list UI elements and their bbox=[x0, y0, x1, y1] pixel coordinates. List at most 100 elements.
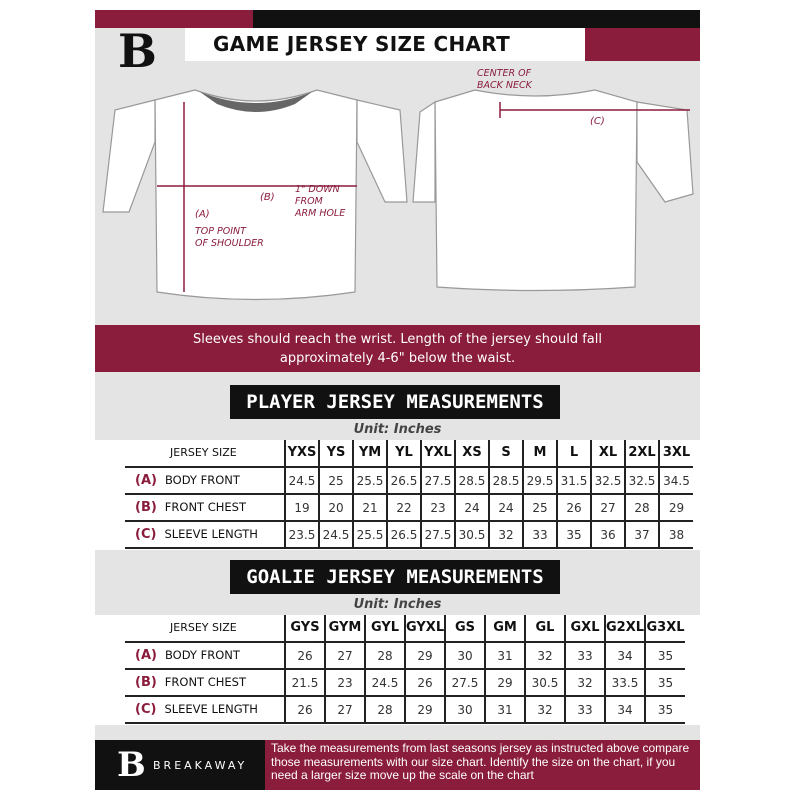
footer-instructions: Take the measurements from last seasons … bbox=[265, 740, 700, 790]
table-cell: 24.5 bbox=[284, 467, 319, 495]
size-header: GYXL bbox=[404, 615, 445, 643]
table-cell: 24 bbox=[488, 494, 523, 522]
table-cell: 34 bbox=[604, 696, 645, 724]
measurement-code: (C) bbox=[135, 702, 157, 717]
size-header-row: JERSEY SIZE GYS GYM GYL GYXL GS GM GL GXL G2XL G3X… bbox=[125, 615, 685, 643]
table-cell: 36 bbox=[590, 521, 625, 549]
goalie-heading: GOALIE JERSEY MEASUREMENTS bbox=[230, 560, 560, 594]
table-cell: 29 bbox=[658, 494, 693, 522]
table-cell: 32 bbox=[524, 696, 565, 724]
measurement-name: SLEEVE LENGTH bbox=[164, 527, 258, 541]
note-neck-1: CENTER OF bbox=[477, 68, 532, 79]
goalie-table-wrap: JERSEY SIZE GYS GYM GYL GYXL GS GM GL GXL G2XL G3X… bbox=[95, 615, 700, 725]
table-cell: 33.5 bbox=[604, 669, 645, 697]
size-header: YL bbox=[386, 440, 421, 468]
table-cell: 30 bbox=[444, 642, 485, 670]
note-armhole-3: ARM HOLE bbox=[294, 208, 345, 219]
table-cell: 28.5 bbox=[488, 467, 523, 495]
table-cell: 19 bbox=[284, 494, 319, 522]
player-heading: PLAYER JERSEY MEASUREMENTS bbox=[230, 385, 560, 419]
table-cell: 33 bbox=[522, 521, 557, 549]
table-cell: 29 bbox=[484, 669, 525, 697]
brand-logo: B bbox=[118, 24, 157, 78]
size-header: M bbox=[522, 440, 557, 468]
size-header-row: JERSEY SIZE YXS YS YM YL YXL XS S M L XL 2XL 3XL bbox=[125, 440, 693, 468]
table-cell: 26 bbox=[404, 669, 445, 697]
page-title: GAME JERSEY SIZE CHART bbox=[185, 28, 585, 61]
table-cell: 32.5 bbox=[590, 467, 625, 495]
measurement-code: (A) bbox=[135, 473, 157, 488]
table-cell: 32 bbox=[524, 642, 565, 670]
table-cell: 35 bbox=[644, 669, 685, 697]
size-header: YS bbox=[318, 440, 353, 468]
player-size-table: JERSEY SIZE YXS YS YM YL YXL XS S M L XL 2XL 3XL (A) B… bbox=[125, 440, 693, 549]
size-header: XS bbox=[454, 440, 489, 468]
label-c: (C) bbox=[590, 116, 605, 127]
table-cell: 37 bbox=[624, 521, 659, 549]
measurement-label: (B) FRONT CHEST bbox=[125, 669, 285, 697]
measurement-label: (C) SLEEVE LENGTH bbox=[125, 521, 285, 549]
table-cell: 33 bbox=[564, 642, 605, 670]
size-header: GYS bbox=[284, 615, 325, 643]
measurement-code: (B) bbox=[135, 500, 157, 515]
table-cell: 35 bbox=[644, 642, 685, 670]
table-cell: 26 bbox=[284, 696, 325, 724]
top-bar-accent bbox=[95, 10, 253, 28]
size-header: YXL bbox=[420, 440, 455, 468]
size-header: YXS bbox=[284, 440, 319, 468]
table-cell: 31 bbox=[484, 642, 525, 670]
measurement-code: (C) bbox=[135, 527, 157, 542]
table-row: (C) SLEEVE LENGTH 23.5 24.5 25.5 26.5 27.5 30.5… bbox=[125, 521, 693, 549]
fit-line-1: Sleeves should reach the wrist. Length o… bbox=[192, 332, 602, 347]
player-unit: Unit: Inches bbox=[353, 422, 442, 437]
top-bar-dark bbox=[253, 10, 700, 28]
table-cell: 32 bbox=[488, 521, 523, 549]
size-header: S bbox=[488, 440, 523, 468]
table-cell: 33 bbox=[564, 696, 605, 724]
goalie-unit: Unit: Inches bbox=[353, 597, 442, 612]
table-row: (C) SLEEVE LENGTH 26 27 28 29 30 31 32 33 34 35 bbox=[125, 696, 685, 724]
table-cell: 23.5 bbox=[284, 521, 319, 549]
fit-line-2: approximately 4-6" below the waist. bbox=[279, 351, 516, 366]
table-cell: 28 bbox=[364, 696, 405, 724]
measurement-name: SLEEVE LENGTH bbox=[164, 702, 258, 716]
table-cell: 27 bbox=[590, 494, 625, 522]
table-cell: 23 bbox=[324, 669, 365, 697]
table-cell: 22 bbox=[386, 494, 421, 522]
jersey-diagram: (A) (B) (C) TOP POINT OF SHOULDER 1" DOW… bbox=[102, 68, 694, 301]
table-row: (B) FRONT CHEST 21.5 23 24.5 26 27.5 29 30.5 32 33… bbox=[125, 669, 685, 697]
size-header: G3XL bbox=[644, 615, 685, 643]
measurement-name: FRONT CHEST bbox=[164, 675, 247, 689]
title-accent bbox=[585, 28, 700, 61]
table-cell: 26 bbox=[284, 642, 325, 670]
table-cell: 27.5 bbox=[420, 521, 455, 549]
size-header: L bbox=[556, 440, 591, 468]
table-row: (B) FRONT CHEST 19 20 21 22 23 24 24 25 26 27 28 29 bbox=[125, 494, 693, 522]
table-row: (A) BODY FRONT 24.5 25 25.5 26.5 27.5 28.5 28.5 2… bbox=[125, 467, 693, 495]
brand-name: BREAKAWAY bbox=[153, 759, 248, 772]
measurement-label: (C) SLEEVE LENGTH bbox=[125, 696, 285, 724]
size-header: 2XL bbox=[624, 440, 659, 468]
front-jersey bbox=[154, 89, 358, 301]
table-cell: 32 bbox=[564, 669, 605, 697]
goalie-size-table: JERSEY SIZE GYS GYM GYL GYXL GS GM GL GXL G2XL G3X… bbox=[125, 615, 685, 724]
table-cell: 29 bbox=[404, 642, 445, 670]
table-cell: 34.5 bbox=[658, 467, 693, 495]
measurement-name: BODY FRONT bbox=[164, 473, 240, 487]
note-armhole-2: FROM bbox=[295, 196, 323, 207]
size-label: JERSEY SIZE bbox=[125, 440, 285, 468]
size-header: 3XL bbox=[658, 440, 693, 468]
size-header: GL bbox=[524, 615, 565, 643]
table-cell: 28 bbox=[624, 494, 659, 522]
table-cell: 20 bbox=[318, 494, 353, 522]
table-cell: 26.5 bbox=[386, 521, 421, 549]
table-cell: 28 bbox=[364, 642, 405, 670]
table-cell: 31 bbox=[484, 696, 525, 724]
measurement-code: (B) bbox=[135, 675, 157, 690]
note-neck-2: BACK NECK bbox=[477, 80, 533, 91]
table-cell: 38 bbox=[658, 521, 693, 549]
measurement-name: FRONT CHEST bbox=[164, 500, 247, 514]
footer-logo: B bbox=[117, 745, 146, 785]
table-cell: 26 bbox=[556, 494, 591, 522]
measurement-code: (A) bbox=[135, 648, 157, 663]
